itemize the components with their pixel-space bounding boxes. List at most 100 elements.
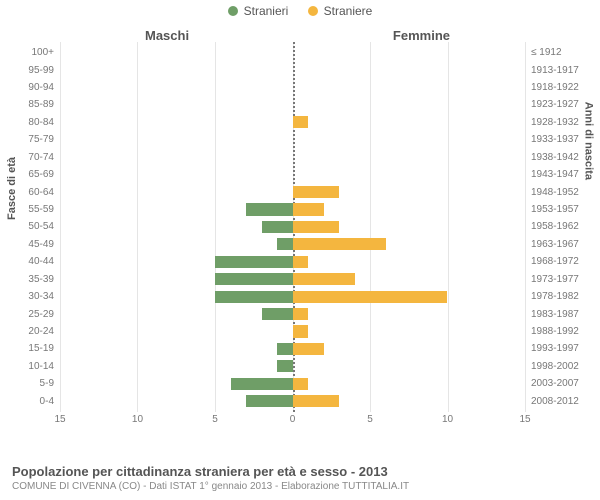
age-row: 55-591953-1957: [60, 201, 525, 218]
birth-year-label: 2003-2007: [525, 378, 579, 389]
age-label: 50-54: [28, 221, 60, 232]
age-label: 85-89: [28, 99, 60, 110]
y-axis-title-right: Anni di nascita: [582, 102, 594, 180]
birth-year-label: 1968-1972: [525, 256, 579, 267]
age-label: 75-79: [28, 134, 60, 145]
population-pyramid-chart: Stranieri Straniere Maschi Femmine Fasce…: [0, 0, 600, 500]
age-label: 100+: [31, 47, 60, 58]
legend-swatch-female: [308, 6, 318, 16]
age-row: 20-241988-1992: [60, 323, 525, 340]
caption: Popolazione per cittadinanza straniera p…: [12, 464, 588, 492]
age-row: 85-891923-1927: [60, 96, 525, 113]
bar-male: [277, 360, 293, 372]
birth-year-label: 1998-2002: [525, 361, 579, 372]
bar-female: [293, 221, 340, 233]
age-label: 15-19: [28, 343, 60, 354]
bar-male: [215, 273, 292, 285]
birth-year-label: 1948-1952: [525, 187, 579, 198]
bar-male: [215, 256, 292, 268]
bar-female: [293, 116, 309, 128]
birth-year-label: 1943-1947: [525, 169, 579, 180]
bar-female: [293, 325, 309, 337]
age-label: 35-39: [28, 274, 60, 285]
bar-male: [215, 291, 292, 303]
caption-title: Popolazione per cittadinanza straniera p…: [12, 464, 588, 479]
legend-item-male: Stranieri: [228, 4, 289, 18]
age-row: 60-641948-1952: [60, 183, 525, 200]
birth-year-label: 1958-1962: [525, 221, 579, 232]
age-row: 10-141998-2002: [60, 358, 525, 375]
birth-year-label: ≤ 1912: [525, 47, 562, 58]
birth-year-label: 1983-1987: [525, 309, 579, 320]
x-tick: 10: [132, 414, 143, 425]
age-row: 40-441968-1972: [60, 253, 525, 270]
x-tick: 15: [54, 414, 65, 425]
age-label: 70-74: [28, 152, 60, 163]
bar-male: [246, 203, 293, 215]
bar-rows: 100+≤ 191295-991913-191790-941918-192285…: [60, 44, 525, 410]
bar-female: [293, 291, 448, 303]
y-axis-title-left: Fasce di età: [6, 157, 18, 220]
age-label: 5-9: [40, 378, 60, 389]
x-tick: 0: [290, 414, 296, 425]
age-row: 45-491963-1967: [60, 236, 525, 253]
birth-year-label: 1993-1997: [525, 343, 579, 354]
x-tick: 15: [519, 414, 530, 425]
birth-year-label: 1918-1922: [525, 82, 579, 93]
birth-year-label: 2008-2012: [525, 396, 579, 407]
age-label: 0-4: [40, 396, 60, 407]
age-row: 35-391973-1977: [60, 270, 525, 287]
age-label: 40-44: [28, 256, 60, 267]
bar-female: [293, 378, 309, 390]
bar-female: [293, 256, 309, 268]
bar-female: [293, 395, 340, 407]
birth-year-label: 1923-1927: [525, 99, 579, 110]
bar-female: [293, 308, 309, 320]
bar-male: [277, 343, 293, 355]
legend: Stranieri Straniere: [0, 4, 600, 19]
legend-item-female: Straniere: [308, 4, 373, 18]
x-tick: 5: [367, 414, 373, 425]
bar-female: [293, 343, 324, 355]
age-label: 20-24: [28, 326, 60, 337]
age-row: 80-841928-1932: [60, 114, 525, 131]
age-label: 80-84: [28, 117, 60, 128]
x-tick: 10: [442, 414, 453, 425]
age-label: 60-64: [28, 187, 60, 198]
legend-swatch-male: [228, 6, 238, 16]
side-label-female: Femmine: [393, 28, 450, 43]
caption-subtitle: COMUNE DI CIVENNA (CO) - Dati ISTAT 1° g…: [12, 481, 588, 492]
legend-label-male: Stranieri: [244, 4, 289, 18]
age-row: 0-42008-2012: [60, 392, 525, 409]
age-row: 5-92003-2007: [60, 375, 525, 392]
age-row: 100+≤ 1912: [60, 44, 525, 61]
birth-year-label: 1978-1982: [525, 291, 579, 302]
age-row: 50-541958-1962: [60, 218, 525, 235]
age-label: 30-34: [28, 291, 60, 302]
bar-female: [293, 203, 324, 215]
birth-year-label: 1928-1932: [525, 117, 579, 128]
bar-male: [231, 378, 293, 390]
age-label: 95-99: [28, 65, 60, 76]
bar-female: [293, 273, 355, 285]
age-row: 15-191993-1997: [60, 340, 525, 357]
birth-year-label: 1933-1937: [525, 134, 579, 145]
birth-year-label: 1953-1957: [525, 204, 579, 215]
age-row: 90-941918-1922: [60, 79, 525, 96]
birth-year-label: 1963-1967: [525, 239, 579, 250]
plot-area: 100+≤ 191295-991913-191790-941918-192285…: [60, 42, 525, 430]
age-label: 55-59: [28, 204, 60, 215]
age-row: 65-691943-1947: [60, 166, 525, 183]
birth-year-label: 1988-1992: [525, 326, 579, 337]
bar-female: [293, 186, 340, 198]
age-label: 10-14: [28, 361, 60, 372]
bar-male: [277, 238, 293, 250]
bar-female: [293, 238, 386, 250]
age-row: 95-991913-1917: [60, 61, 525, 78]
age-label: 90-94: [28, 82, 60, 93]
x-axis: 15105051015: [60, 412, 525, 430]
birth-year-label: 1973-1977: [525, 274, 579, 285]
bar-male: [246, 395, 293, 407]
age-row: 30-341978-1982: [60, 288, 525, 305]
bar-male: [262, 221, 293, 233]
